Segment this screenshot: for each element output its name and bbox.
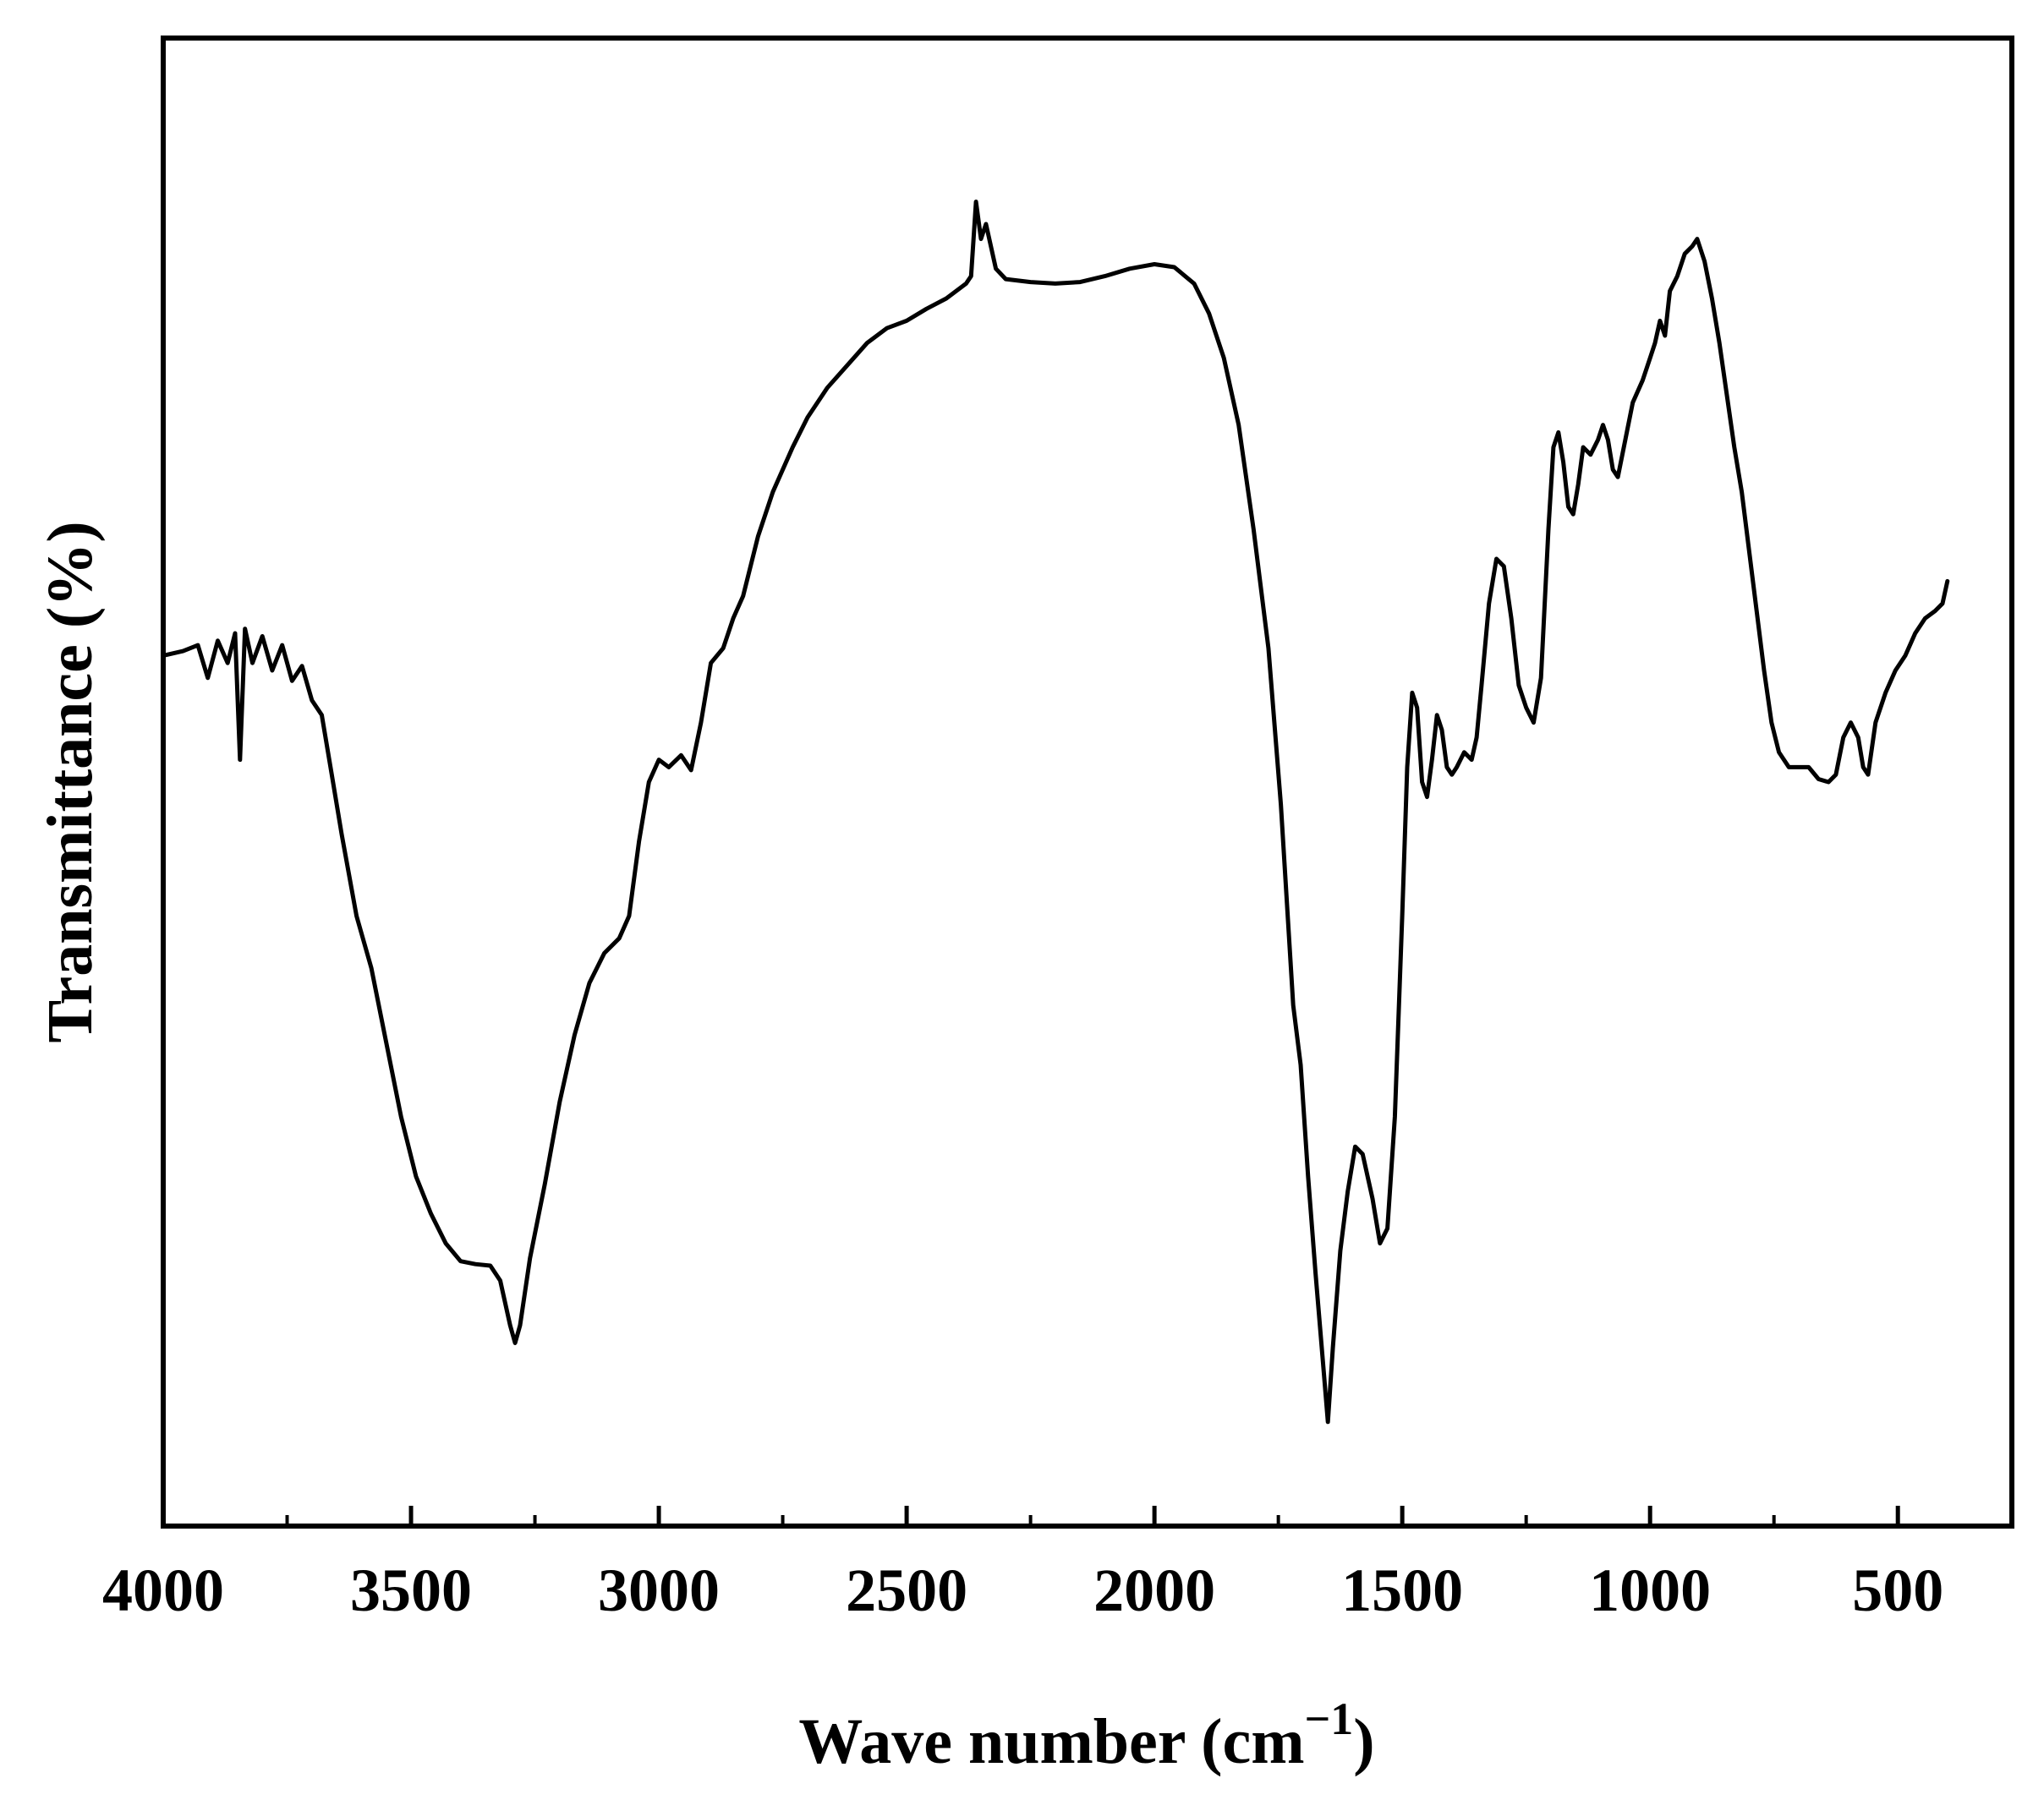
x-tick-label-2500: 2500: [846, 1557, 967, 1624]
x-axis-title-main: Wave number (cm: [798, 1706, 1304, 1777]
x-tick-label-4000: 4000: [102, 1557, 224, 1624]
x-tick-label-500: 500: [1852, 1557, 1943, 1624]
plot-frame: [161, 36, 2014, 1529]
spectrum-line-0: [161, 200, 1950, 1425]
x-axis-title-superscript: −1: [1305, 1693, 1354, 1744]
x-tick-label-2000: 2000: [1093, 1557, 1215, 1624]
x-axis-tick-labels: 4000 3500 3000 2500 2000 1500 1000 500: [102, 1557, 1943, 1624]
x-axis-ticks: [161, 1506, 1900, 1526]
series-group: [161, 200, 1950, 1425]
x-axis-title-close: ): [1353, 1706, 1374, 1777]
x-tick-label-1500: 1500: [1341, 1557, 1463, 1624]
x-axis-title: Wave number (cm−1): [798, 1693, 1374, 1777]
x-tick-label-3000: 3000: [598, 1557, 720, 1624]
x-tick-label-1000: 1000: [1589, 1557, 1711, 1624]
y-axis-title: Transmittance (%): [35, 521, 106, 1042]
x-tick-label-3500: 3500: [350, 1557, 472, 1624]
